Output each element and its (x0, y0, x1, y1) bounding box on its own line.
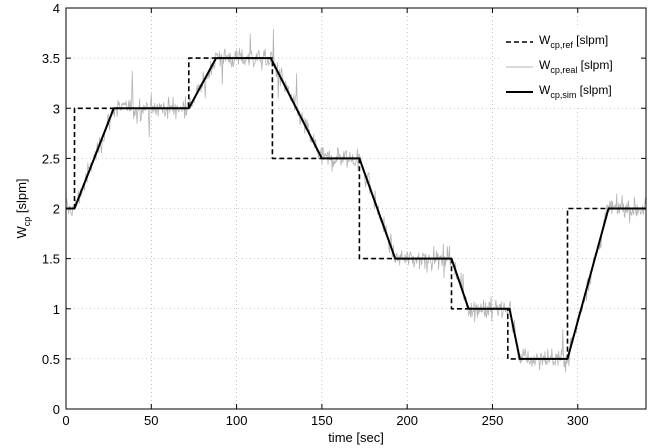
y-axis-label: Wcp [slpm] (14, 178, 32, 238)
legend-real-main: W (539, 58, 551, 72)
y-tick-label: 3.5 (42, 51, 60, 66)
y-tick-label: 3 (53, 101, 60, 116)
y-tick-label: 0 (53, 402, 60, 417)
x-tick-label: 0 (62, 413, 69, 428)
legend: Wcp,ref [slpm] Wcp,real [slpm] Wcp,sim [… (500, 26, 640, 106)
legend-ref-unit: [slpm] (573, 33, 608, 47)
legend-ref-sub: cp,ref (550, 40, 573, 50)
y-axis-label-sub: cp (22, 217, 32, 227)
y-tick-label: 0.5 (42, 352, 60, 367)
legend-real-sub: cp,real (550, 65, 577, 75)
legend-sim-sub: cp,sim (550, 90, 576, 100)
axis-ticks: 0 50 100 150 200 250 300 0 0.5 1 1.5 2 2.5 3 3.5 4 (42, 1, 646, 428)
series-ref-line (66, 57, 646, 360)
legend-entry-sim: Wcp,sim [slpm] (539, 83, 612, 100)
x-tick-label: 50 (144, 413, 158, 428)
x-axis-label: time [sec] (328, 430, 384, 445)
plot-area (65, 28, 647, 373)
x-tick-label: 200 (396, 413, 418, 428)
legend-entry-ref: Wcp,ref [slpm] (539, 33, 608, 50)
y-axis-label-main: W (14, 226, 29, 239)
legend-entry-real: Wcp,real [slpm] (539, 58, 613, 75)
legend-sim-main: W (539, 83, 551, 97)
series-sim-line (66, 57, 646, 360)
y-tick-label: 1 (53, 302, 60, 317)
y-tick-label: 1.5 (42, 252, 60, 267)
x-tick-label: 250 (482, 413, 504, 428)
series-real-line (65, 28, 647, 373)
y-tick-label: 4 (53, 1, 60, 16)
legend-sim-unit: [slpm] (576, 83, 611, 97)
legend-real-unit: [slpm] (577, 58, 612, 72)
x-tick-label: 150 (311, 413, 333, 428)
y-tick-label: 2 (53, 202, 60, 217)
x-tick-label: 100 (226, 413, 248, 428)
x-tick-label: 300 (567, 413, 589, 428)
legend-ref-main: W (539, 33, 551, 47)
y-axis-label-unit: [slpm] (14, 178, 29, 216)
y-tick-label: 2.5 (42, 151, 60, 166)
